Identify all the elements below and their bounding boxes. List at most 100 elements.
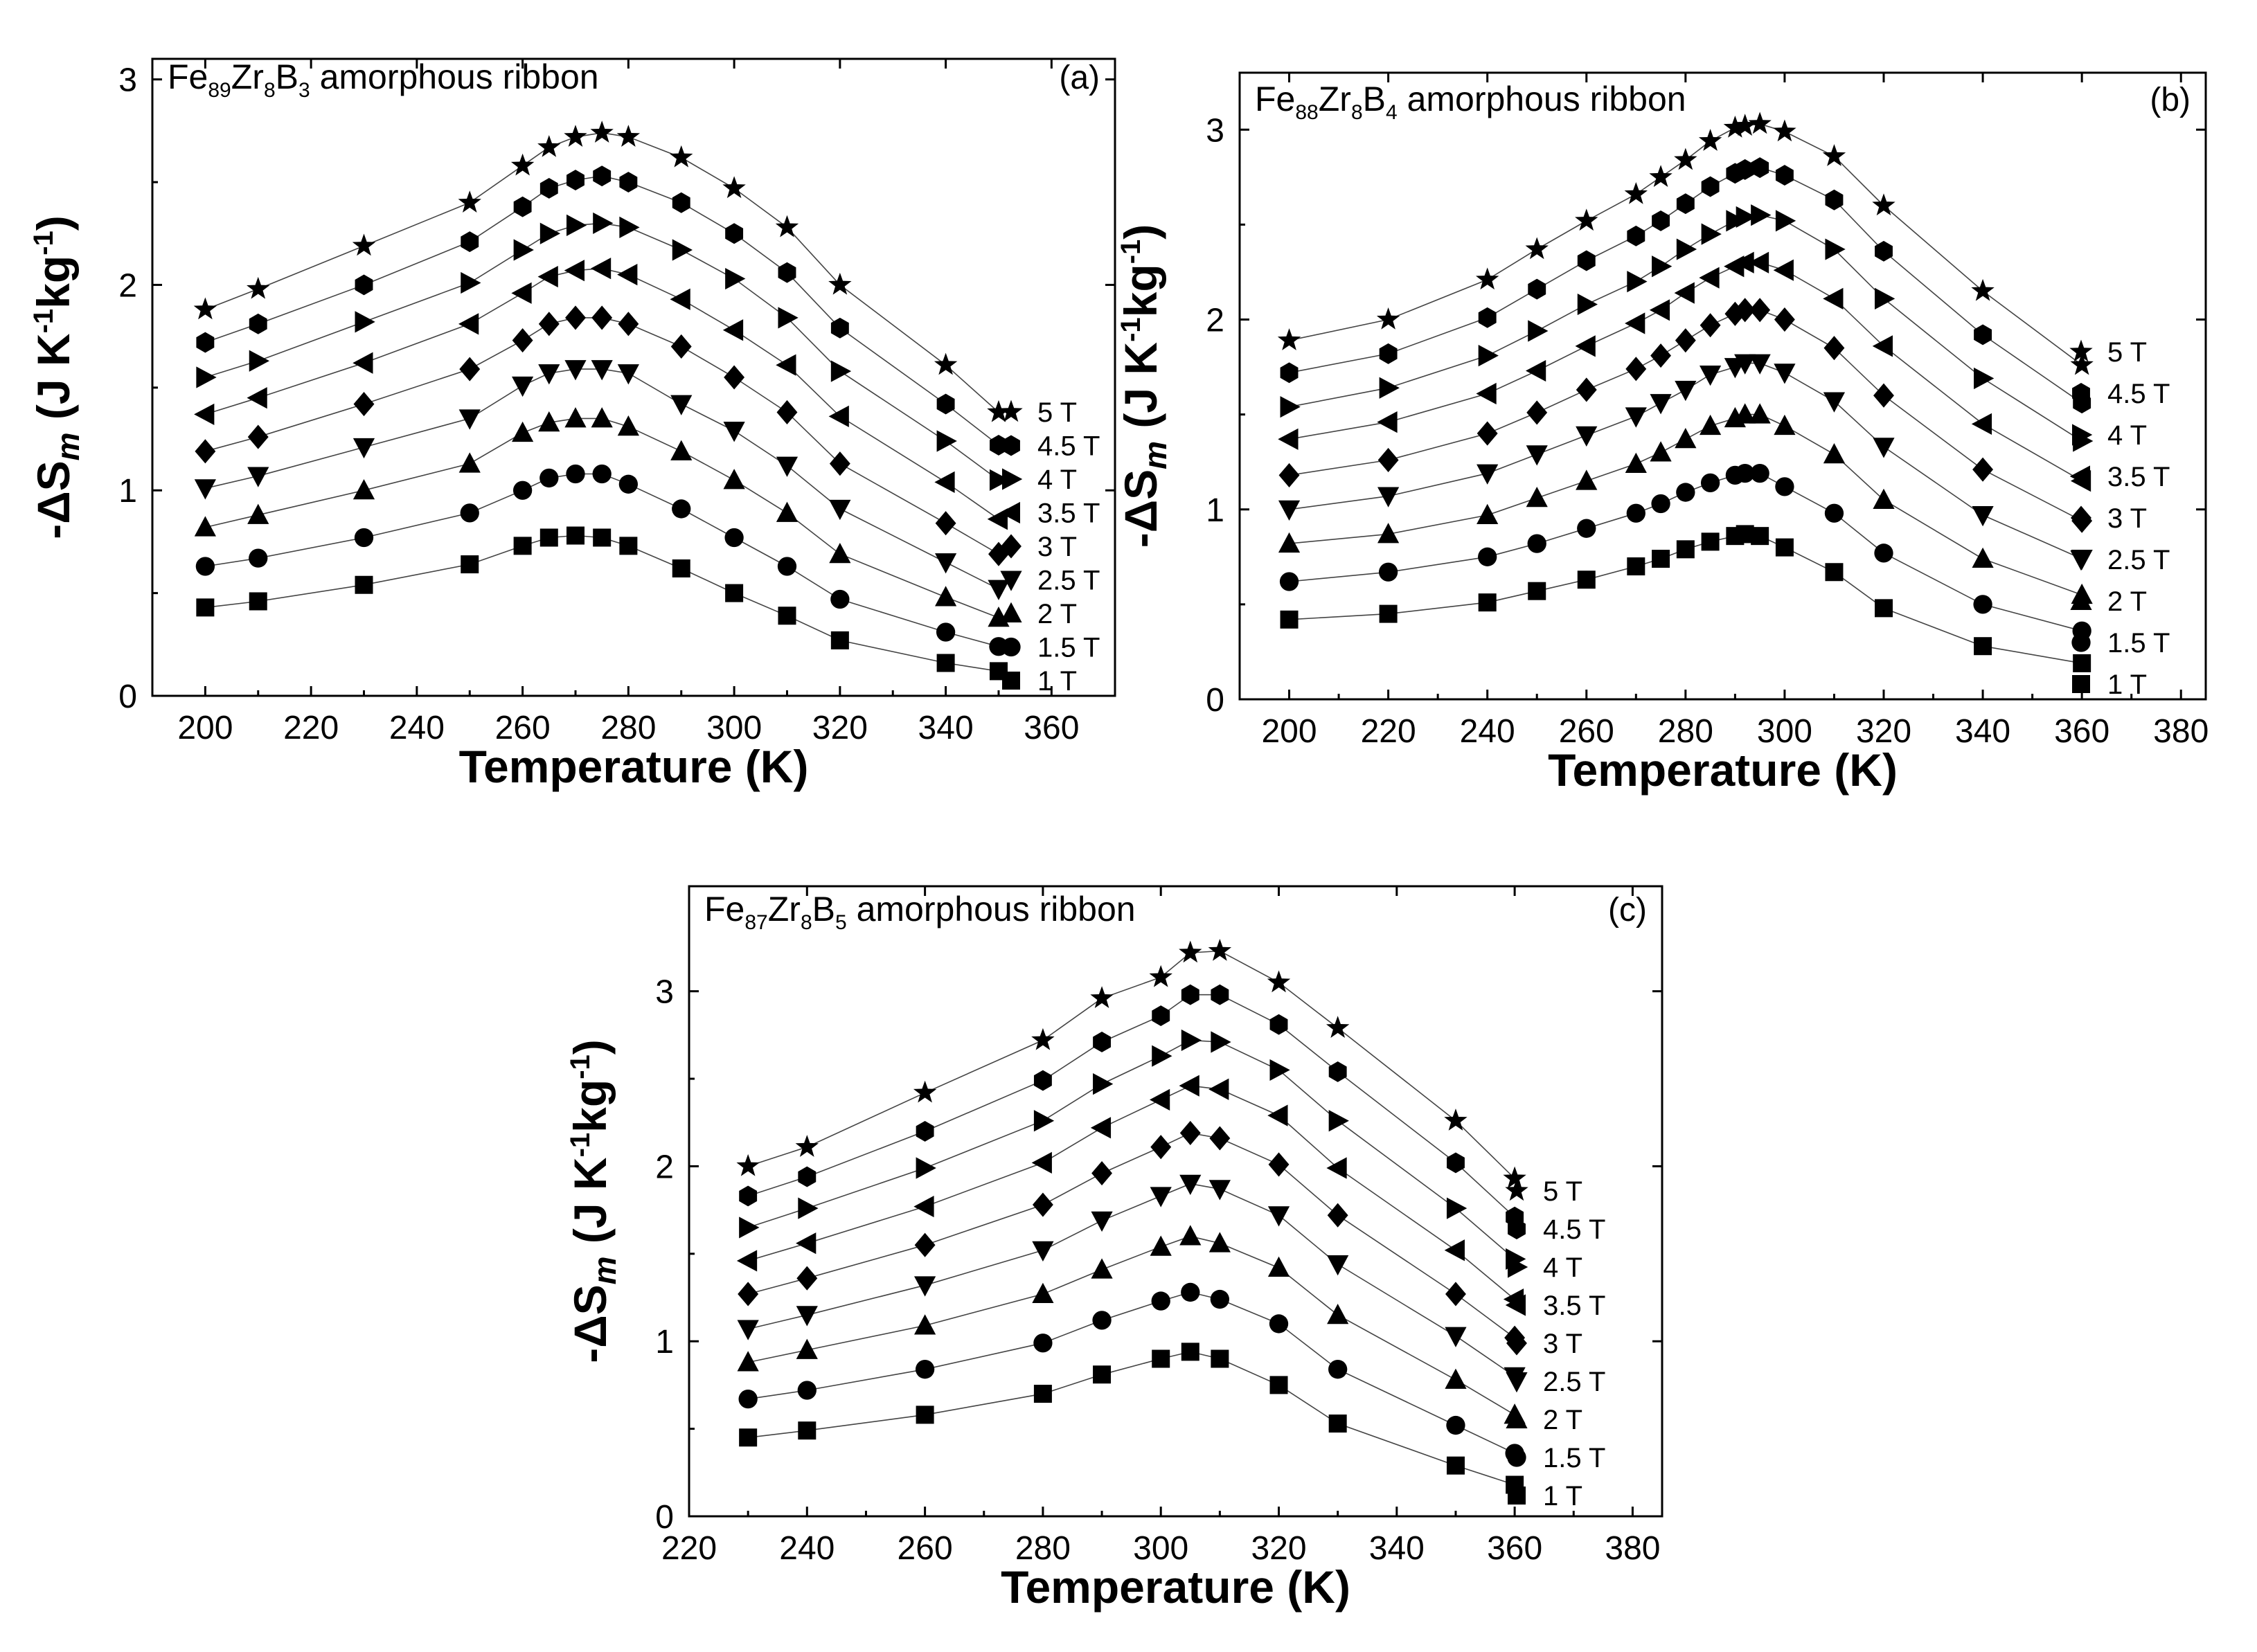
title-part: Zr [1319, 80, 1351, 118]
data-point [1734, 354, 1756, 375]
data-point [591, 360, 613, 381]
data-point [1269, 1376, 1288, 1394]
data-point [1444, 1108, 1468, 1131]
legend-label: 2 T [1037, 599, 1077, 629]
legend-marker [2072, 424, 2093, 446]
y-label-superscript: -1 [565, 1054, 596, 1079]
data-point [936, 430, 957, 452]
data-point [1676, 483, 1695, 502]
series-line [205, 418, 999, 618]
panel-label: (b) [2150, 82, 2191, 118]
x-tick-label: 320 [1856, 713, 1911, 750]
data-point [1278, 532, 1301, 553]
data-point [739, 1185, 758, 1207]
data-point [195, 557, 215, 576]
data-point [1525, 237, 1549, 260]
title-part: Zr [231, 57, 264, 96]
data-point [193, 297, 217, 320]
legend-label: 2.5 T [1543, 1367, 1605, 1397]
chart-panel-c: 220 240 260 280 300 320 340 360 380 0 1 2 3 Temperatu… [564, 885, 1663, 1613]
series-3.5-T [1278, 251, 2091, 492]
data-point [776, 399, 798, 425]
x-tick-label: 300 [1757, 713, 1812, 750]
data-point [1446, 1197, 1468, 1219]
series-3.5-T [736, 1075, 1524, 1311]
data-point [537, 265, 558, 288]
data-point [1873, 488, 1895, 510]
data-point [723, 422, 745, 442]
data-point [1150, 1135, 1172, 1160]
title-subscript: 87 [744, 911, 767, 934]
y-label-part: ) [1115, 224, 1166, 240]
data-point [1626, 503, 1645, 523]
x-tick-label: 260 [495, 710, 551, 746]
data-point [355, 575, 373, 594]
data-point [249, 548, 268, 568]
data-point [617, 415, 639, 436]
series-line [748, 1291, 1515, 1454]
data-point [935, 586, 957, 607]
data-point [1873, 438, 1895, 458]
data-point [247, 503, 269, 524]
data-point [195, 439, 216, 464]
title-subscript: 4 [1386, 101, 1398, 124]
data-point [539, 178, 558, 199]
series-4-T [739, 1029, 1526, 1271]
title-part: amorphous ribbon [310, 57, 599, 96]
data-point [1150, 1235, 1172, 1256]
plot-frame [1238, 71, 2207, 701]
legend-marker [2071, 505, 2091, 530]
data-point [1091, 1258, 1113, 1279]
data-point [1649, 165, 1672, 188]
data-point [1751, 204, 1772, 226]
data-point [1179, 1174, 1202, 1195]
data-point [739, 1216, 760, 1239]
y-axis-label: -ΔSm (J K-1kg-1) [564, 1039, 623, 1363]
data-point [1267, 1206, 1290, 1227]
data-point [722, 176, 746, 199]
legend-label: 5 T [2107, 337, 2147, 368]
data-point [1179, 1225, 1202, 1246]
data-point [828, 272, 852, 295]
y-label-part: (J K [564, 1157, 616, 1256]
series-2.5-T [194, 360, 1010, 600]
data-point [513, 196, 532, 217]
x-tick-label: 340 [1955, 713, 2010, 750]
data-point [670, 395, 693, 415]
y-label-part: ) [564, 1039, 616, 1054]
data-point [194, 403, 215, 426]
data-point [915, 1360, 935, 1379]
data-point [1652, 210, 1670, 231]
y-tick-label: 0 [655, 1499, 674, 1536]
data-point [1093, 1365, 1112, 1384]
data-point [510, 153, 535, 176]
title-subscript: 5 [835, 911, 847, 934]
y-label-subscript: m [50, 432, 86, 460]
data-point [1278, 500, 1301, 521]
y-label-part: ) [28, 215, 79, 231]
title-part: Zr [768, 890, 801, 928]
x-tick-label: 280 [1015, 1530, 1071, 1567]
data-point [1627, 271, 1648, 293]
data-point [1749, 403, 1771, 424]
data-point [616, 125, 641, 147]
data-point [1526, 445, 1548, 466]
data-point [1503, 1166, 1526, 1189]
data-point [796, 1266, 818, 1291]
title-part: B [276, 57, 298, 96]
data-point [778, 607, 796, 625]
series-1-T [739, 1343, 1524, 1494]
y-tick-label: 2 [1206, 303, 1224, 339]
data-point [1773, 119, 1796, 142]
data-point [1181, 1029, 1202, 1052]
series-1.5-T [195, 464, 1008, 656]
data-point [1528, 582, 1546, 600]
data-point [619, 216, 640, 238]
legend-marker [1508, 1256, 1528, 1278]
data-point [1445, 1327, 1467, 1347]
x-tick-label: 360 [1487, 1530, 1542, 1567]
data-point [461, 231, 479, 253]
x-tick-label: 280 [1658, 713, 1713, 750]
data-point [1525, 359, 1546, 382]
data-point [1092, 1311, 1112, 1330]
